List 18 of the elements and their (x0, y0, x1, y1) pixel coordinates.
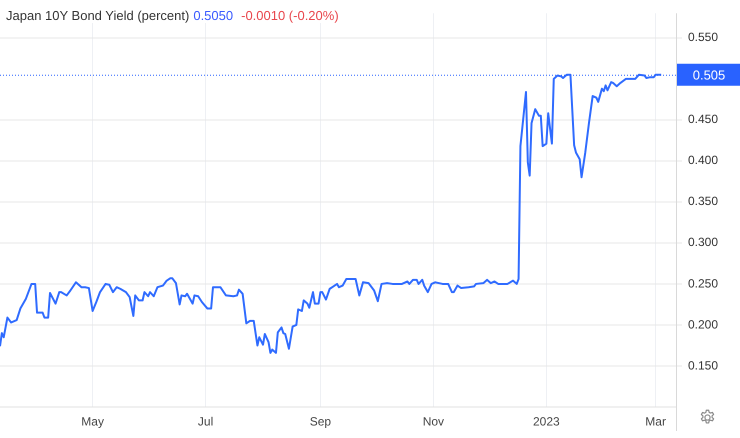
y-tick-label: 0.550 (688, 30, 718, 44)
x-tick-label: May (81, 414, 104, 429)
annotation: 0.5050 (193, 8, 234, 23)
y-tick-label: 0.250 (688, 276, 718, 290)
x-tick-label: Sep (310, 414, 332, 429)
y-tick-label: 0.200 (688, 317, 718, 332)
annotation: -0.0010 (-0.20%) (241, 8, 339, 23)
y-tick-label: 0.300 (688, 235, 718, 250)
y-tick-label: 0.400 (688, 153, 718, 168)
ref-line-label: 0.505 (692, 67, 726, 82)
x-tick-label: Nov (422, 414, 444, 429)
y-tick-label: 0.350 (688, 194, 718, 208)
x-tick-label: Jul (198, 414, 214, 429)
x-tick-label: Mar (645, 414, 666, 429)
x-tick-label: 2023 (533, 414, 560, 429)
y-tick-label: 0.450 (688, 112, 718, 126)
chart-title: Japan 10Y Bond Yield (percent) (6, 8, 190, 23)
y-tick-label: 0.150 (688, 358, 718, 372)
